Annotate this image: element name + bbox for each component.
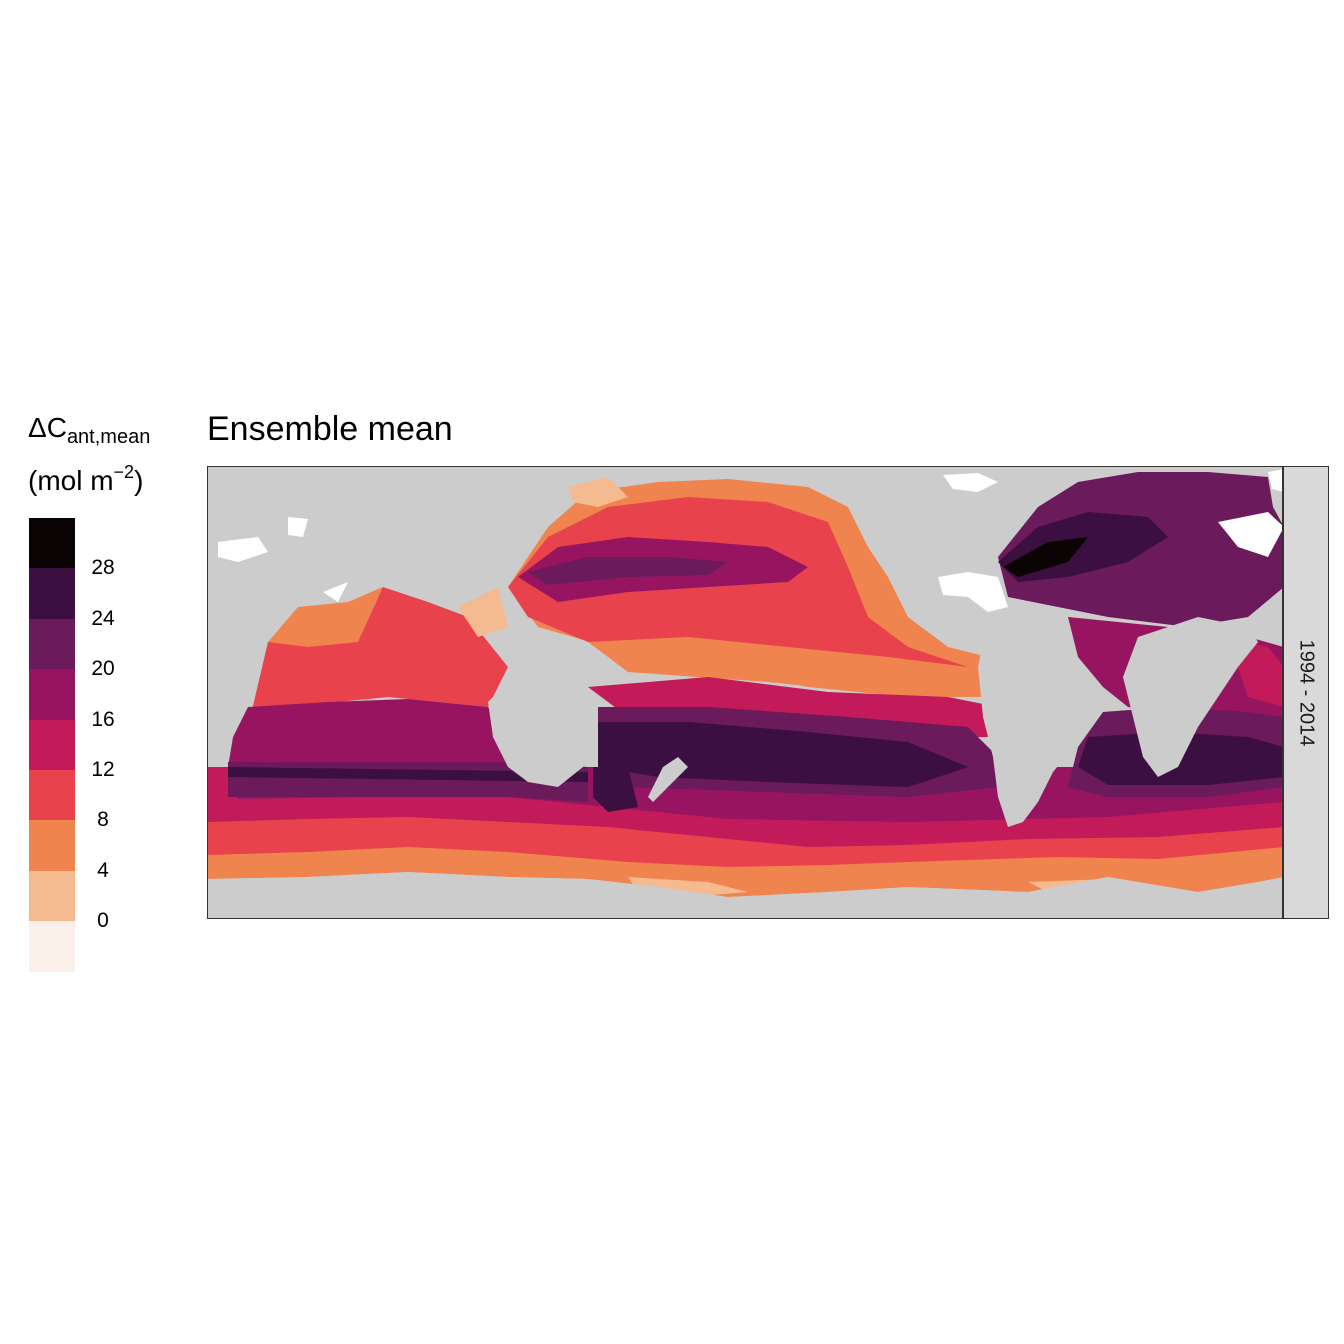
- facet-strip: 1994 - 2014: [1283, 466, 1329, 919]
- pacific-kuroshio-core: [528, 557, 728, 585]
- pacific-south-core: [598, 722, 968, 787]
- ice-patch-europe: [1218, 512, 1282, 557]
- colorbar: [29, 518, 75, 972]
- colorbar-bin: [29, 568, 75, 619]
- ice-patch-asia-1: [218, 537, 268, 562]
- colorbar-tick-label: 20: [91, 657, 115, 681]
- colorbar-bin: [29, 769, 75, 821]
- facet-label: 1994 - 2014: [1295, 639, 1318, 746]
- atlantic-gulf-stream: [1003, 537, 1088, 577]
- new-zealand-land: [648, 757, 688, 802]
- map-panel: [207, 466, 1283, 919]
- colorbar-tick-label: 12: [91, 758, 115, 781]
- colorbar-bin: [29, 518, 75, 569]
- colorbar-bin: [29, 820, 75, 871]
- north-america-land: [848, 467, 1038, 617]
- colorbar-tick-label: 16: [91, 707, 115, 731]
- south-america-land: [978, 617, 1108, 827]
- africa-land: [1123, 617, 1258, 777]
- map-title: Ensemble mean: [207, 410, 453, 448]
- legend-title: ΔCant,mean: [28, 412, 151, 448]
- legend-unit: (mol m−2): [28, 462, 144, 496]
- colorbar-tick-label: 4: [97, 858, 109, 882]
- indian-ocean-north: [248, 587, 508, 727]
- indian-ocean-edge: [268, 587, 383, 647]
- indian-ocean-band: [228, 767, 588, 782]
- pacific-tasman: [593, 767, 638, 812]
- ice-patch-asia-2: [288, 517, 308, 537]
- ocean-map: [208, 467, 1282, 918]
- australia-land: [488, 672, 593, 787]
- colorbar-bin: [29, 618, 75, 670]
- pacific-equatorial: [588, 637, 988, 697]
- colorbar-bin: [29, 921, 75, 972]
- colorbar-bin: [29, 719, 75, 770]
- ice-patch-arctic-edge: [1268, 469, 1282, 492]
- antarctica-land: [208, 872, 1282, 918]
- colorbar-bin: [29, 870, 75, 922]
- colorbar-tick-label: 28: [91, 556, 115, 580]
- colorbar-tick-label: 8: [97, 808, 109, 832]
- coastal-fringe-nw: [458, 587, 508, 637]
- colorbar-tick-label: 24: [91, 606, 115, 630]
- ice-patch-caribbean: [938, 572, 1008, 612]
- ice-patch-arctic-canada: [943, 473, 998, 492]
- indian-ocean-mid: [228, 699, 508, 767]
- ice-patch-asia-3: [323, 582, 348, 602]
- coastal-fringe-japan: [568, 477, 628, 507]
- colorbar-tick-label: 0: [97, 909, 109, 933]
- colorbar-bin: [29, 669, 75, 720]
